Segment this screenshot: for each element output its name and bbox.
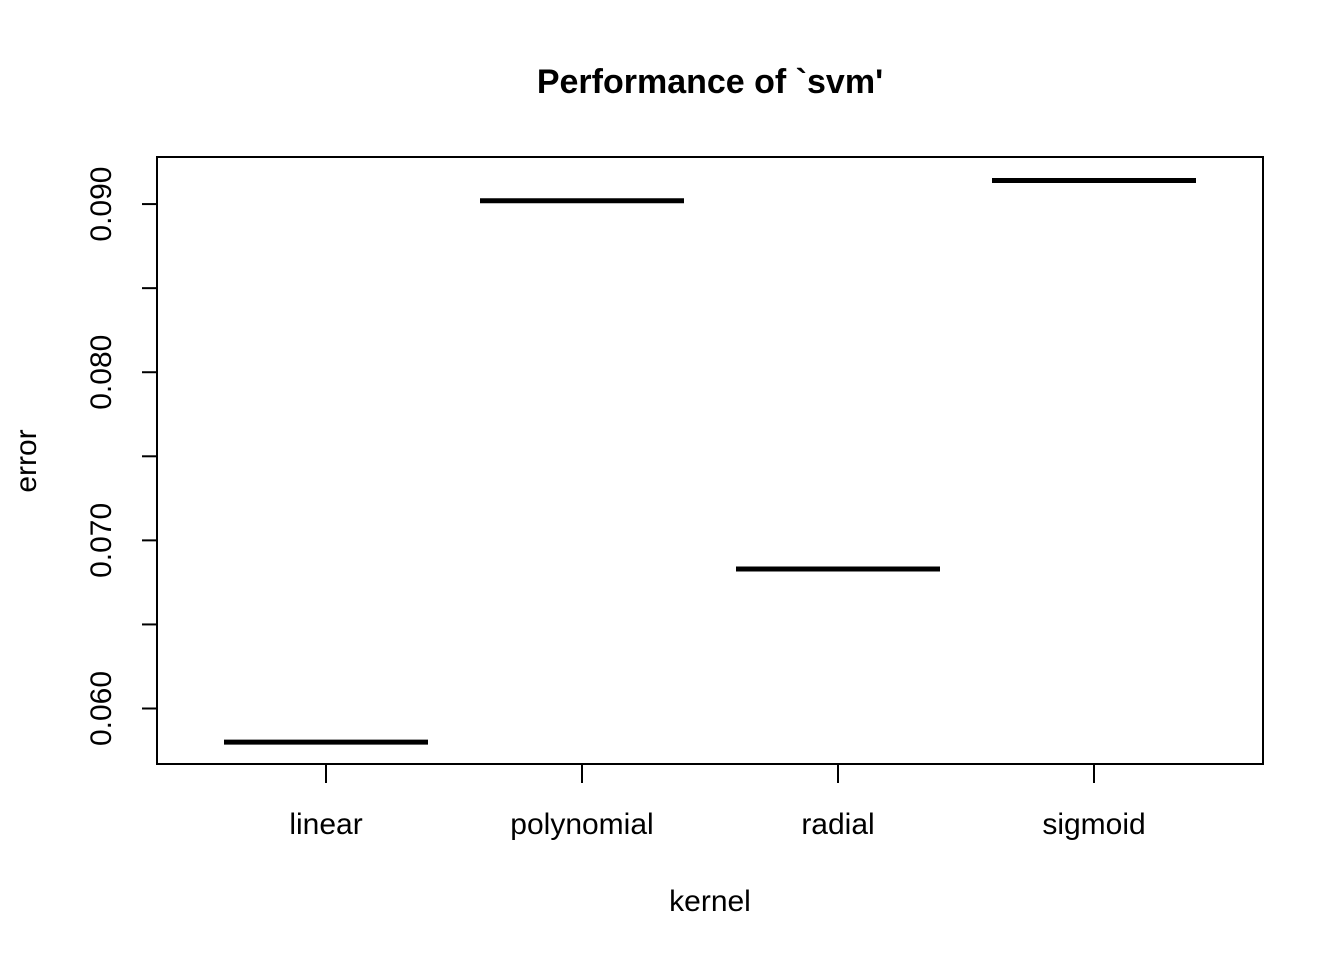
x-axis-label: kernel <box>669 885 751 918</box>
y-tick-label: 0.090 <box>85 167 118 242</box>
plot-frame <box>156 156 1264 765</box>
x-tick-label: radial <box>801 808 874 841</box>
x-tick-label: sigmoid <box>1042 808 1145 841</box>
y-axis-label: error <box>10 429 43 492</box>
y-axis: 0.060 0.070 0.080 0.090 <box>85 167 157 746</box>
x-tick-label: polynomial <box>510 808 653 841</box>
x-axis: linear polynomial radial sigmoid <box>289 764 1146 841</box>
y-tick-label: 0.080 <box>85 335 118 410</box>
x-tick-label: linear <box>289 808 362 841</box>
y-tick-label: 0.060 <box>85 671 118 746</box>
chart-title: Performance of `svm' <box>537 63 883 101</box>
y-tick-label: 0.070 <box>85 503 118 578</box>
data-marks <box>224 178 1196 745</box>
